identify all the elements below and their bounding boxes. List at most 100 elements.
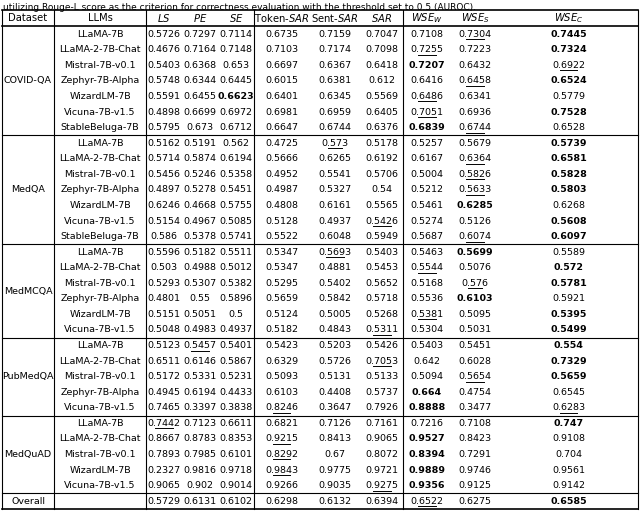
Text: 0.6103: 0.6103 <box>457 294 493 303</box>
Text: 0.5714: 0.5714 <box>147 154 180 163</box>
Text: 0.5178: 0.5178 <box>365 139 399 148</box>
Text: 0.6611: 0.6611 <box>220 419 253 428</box>
Text: 0.6418: 0.6418 <box>365 61 399 70</box>
Text: 0.7053: 0.7053 <box>365 357 399 366</box>
Text: 0.6074: 0.6074 <box>458 232 492 241</box>
Text: 0.7114: 0.7114 <box>220 30 253 38</box>
Text: 0.5124: 0.5124 <box>265 310 298 319</box>
Text: 0.4676: 0.4676 <box>147 45 180 54</box>
Text: 0.562: 0.562 <box>223 139 250 148</box>
Text: 0.5426: 0.5426 <box>365 341 399 350</box>
Text: 0.5781: 0.5781 <box>550 279 587 288</box>
Text: 0.6394: 0.6394 <box>365 497 399 506</box>
Text: 0.8394: 0.8394 <box>408 450 445 459</box>
Text: 0.5126: 0.5126 <box>458 216 492 226</box>
Text: 0.5257: 0.5257 <box>410 139 444 148</box>
Text: 0.5268: 0.5268 <box>365 310 399 319</box>
Text: WizardLM-7B: WizardLM-7B <box>69 92 131 101</box>
Text: $\mathit{PE}$: $\mathit{PE}$ <box>193 12 207 25</box>
Text: LLaMA-7B: LLaMA-7B <box>77 248 124 256</box>
Text: 0.612: 0.612 <box>369 76 396 86</box>
Text: 0.6528: 0.6528 <box>552 123 585 132</box>
Text: 0.6699: 0.6699 <box>184 108 216 116</box>
Text: 0.9561: 0.9561 <box>552 466 585 475</box>
Text: 0.5666: 0.5666 <box>265 154 298 163</box>
Text: LLaMA-2-7B-Chat: LLaMA-2-7B-Chat <box>60 435 141 443</box>
Text: 0.5739: 0.5739 <box>550 139 587 148</box>
Text: Vicuna-7B-v1.5: Vicuna-7B-v1.5 <box>64 403 136 412</box>
Text: 0.9721: 0.9721 <box>365 466 399 475</box>
Text: 0.5451: 0.5451 <box>220 185 253 194</box>
Text: 0.5327: 0.5327 <box>319 185 351 194</box>
Text: 0.7445: 0.7445 <box>550 30 587 38</box>
Text: 0.6329: 0.6329 <box>265 357 298 366</box>
Text: 0.7985: 0.7985 <box>184 450 216 459</box>
Text: 0.5191: 0.5191 <box>184 139 216 148</box>
Text: 0.9215: 0.9215 <box>265 435 298 443</box>
Text: 0.6341: 0.6341 <box>458 92 492 101</box>
Text: 0.5659: 0.5659 <box>265 294 298 303</box>
Text: 0.6345: 0.6345 <box>319 92 351 101</box>
Text: 0.5795: 0.5795 <box>147 123 180 132</box>
Text: 0.3477: 0.3477 <box>458 403 492 412</box>
Text: 0.7103: 0.7103 <box>265 45 298 54</box>
Text: 0.5123: 0.5123 <box>147 341 180 350</box>
Text: COVID-QA: COVID-QA <box>4 76 52 86</box>
Text: Zephyr-7B-Alpha: Zephyr-7B-Alpha <box>60 185 140 194</box>
Text: 0.9108: 0.9108 <box>552 435 585 443</box>
Text: LLaMA-2-7B-Chat: LLaMA-2-7B-Chat <box>60 263 141 272</box>
Text: 0.5511: 0.5511 <box>220 248 253 256</box>
Text: 0.4983: 0.4983 <box>184 325 216 334</box>
Text: 0.5331: 0.5331 <box>184 372 216 381</box>
Text: 0.5652: 0.5652 <box>365 279 399 288</box>
Text: Mistral-7B-v0.1: Mistral-7B-v0.1 <box>64 61 136 70</box>
Text: 0.6132: 0.6132 <box>319 497 351 506</box>
Text: 0.7442: 0.7442 <box>147 419 180 428</box>
Text: 0.6511: 0.6511 <box>147 357 180 366</box>
Text: 0.5499: 0.5499 <box>550 325 587 334</box>
Text: 0.4801: 0.4801 <box>147 294 180 303</box>
Text: $\mathit{WSE}_W$: $\mathit{WSE}_W$ <box>411 11 443 25</box>
Text: 0.5659: 0.5659 <box>550 372 587 381</box>
Text: 0.9718: 0.9718 <box>220 466 253 475</box>
Text: 0.5304: 0.5304 <box>410 325 444 334</box>
Text: $\mathit{SAR}$: $\mathit{SAR}$ <box>371 12 392 25</box>
Text: 0.4897: 0.4897 <box>147 185 180 194</box>
Text: Dataset: Dataset <box>8 13 47 24</box>
Text: 0.5307: 0.5307 <box>184 279 216 288</box>
Text: Token-$\mathit{SAR}$: Token-$\mathit{SAR}$ <box>254 12 309 25</box>
Text: 0.5347: 0.5347 <box>265 248 298 256</box>
Text: 0.6028: 0.6028 <box>458 357 492 366</box>
Text: 0.6712: 0.6712 <box>220 123 253 132</box>
Text: 0.5154: 0.5154 <box>147 216 180 226</box>
Text: 0.5402: 0.5402 <box>319 279 351 288</box>
Text: 0.2327: 0.2327 <box>147 466 180 475</box>
Text: $\mathit{SE}$: $\mathit{SE}$ <box>228 12 243 25</box>
Text: 0.7893: 0.7893 <box>147 450 180 459</box>
Text: 0.7216: 0.7216 <box>410 419 444 428</box>
Text: 0.7291: 0.7291 <box>458 450 492 459</box>
Text: Mistral-7B-v0.1: Mistral-7B-v0.1 <box>64 372 136 381</box>
Text: 0.6821: 0.6821 <box>265 419 298 428</box>
Text: 0.9125: 0.9125 <box>458 481 492 490</box>
Text: Vicuna-7B-v1.5: Vicuna-7B-v1.5 <box>64 481 136 490</box>
Text: 0.6922: 0.6922 <box>552 61 585 70</box>
Text: 0.6048: 0.6048 <box>319 232 351 241</box>
Text: 0.8072: 0.8072 <box>365 450 399 459</box>
Text: 0.5133: 0.5133 <box>365 372 399 381</box>
Text: 0.4433: 0.4433 <box>220 388 253 397</box>
Text: 0.6972: 0.6972 <box>220 108 253 116</box>
Text: 0.573: 0.573 <box>321 139 349 148</box>
Text: 0.664: 0.664 <box>412 388 442 397</box>
Text: 0.6839: 0.6839 <box>408 123 445 132</box>
Text: 0.5589: 0.5589 <box>552 248 585 256</box>
Text: 0.5401: 0.5401 <box>220 341 253 350</box>
Text: 0.5095: 0.5095 <box>458 310 492 319</box>
Text: 0.6246: 0.6246 <box>147 201 180 210</box>
Text: WizardLM-7B: WizardLM-7B <box>69 466 131 475</box>
Text: 0.5949: 0.5949 <box>365 232 399 241</box>
Text: 0.7148: 0.7148 <box>220 45 253 54</box>
Text: 0.5423: 0.5423 <box>265 341 298 350</box>
Text: 0.4937: 0.4937 <box>319 216 351 226</box>
Text: 0.7051: 0.7051 <box>410 108 444 116</box>
